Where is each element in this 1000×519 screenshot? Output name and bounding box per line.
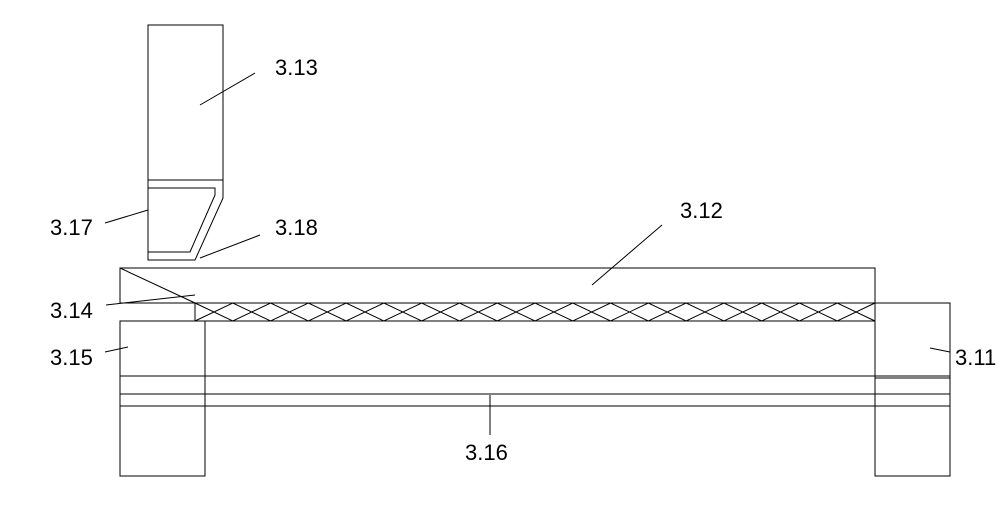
label-3-11: 3.11	[955, 345, 996, 371]
label-3-18: 3.18	[275, 215, 318, 241]
label-3-12: 3.12	[680, 198, 723, 224]
label-3-14: 3.14	[50, 298, 93, 324]
label-3-13: 3.13	[275, 55, 318, 81]
label-3-15: 3.15	[50, 345, 93, 371]
label-3-16: 3.16	[465, 440, 508, 466]
label-3-17: 3.17	[50, 215, 93, 241]
